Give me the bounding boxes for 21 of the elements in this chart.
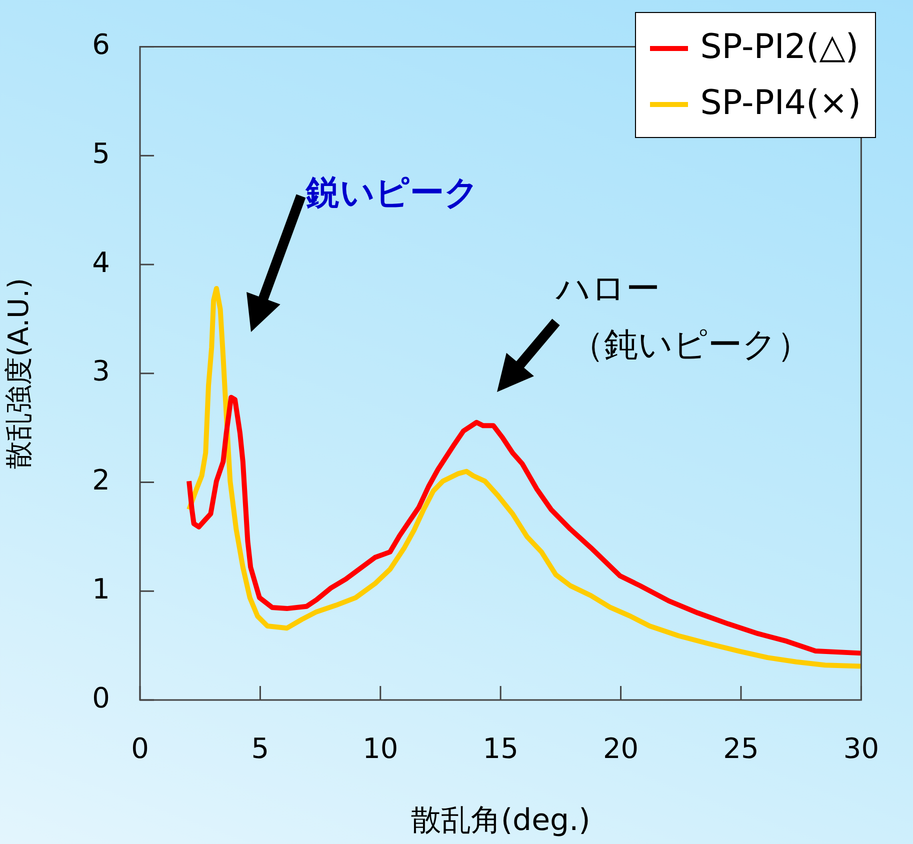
y-tick-label: 2: [92, 464, 110, 497]
x-tick-label: 5: [251, 732, 270, 766]
x-tick-label: 0: [131, 732, 149, 766]
y-tick-label: 4: [92, 246, 110, 279]
y-tick-label: 5: [92, 136, 110, 170]
legend-label: SP-PI2(△): [700, 27, 859, 67]
y-tick-label: 0: [92, 681, 110, 714]
x-tick-label: 10: [362, 732, 398, 766]
annotation: （鈍いピーク）: [570, 324, 811, 367]
x-tick-label: 20: [602, 732, 639, 766]
x-axis-title: 散乱角(deg.): [410, 802, 590, 838]
y-tick-label: 6: [92, 28, 110, 62]
x-tick-label: 15: [482, 732, 518, 766]
x-tick-label: 25: [723, 732, 759, 766]
y-tick-label: 3: [92, 354, 110, 388]
y-axis-title: 散乱強度(A.U.): [2, 278, 36, 469]
legend-label: SP-PI4(×): [700, 83, 861, 123]
y-tick-label: 1: [92, 572, 110, 606]
annotation: ハロー: [556, 268, 660, 311]
x-tick-label: 30: [843, 732, 880, 766]
annotation: 鋭いピーク: [306, 172, 479, 215]
